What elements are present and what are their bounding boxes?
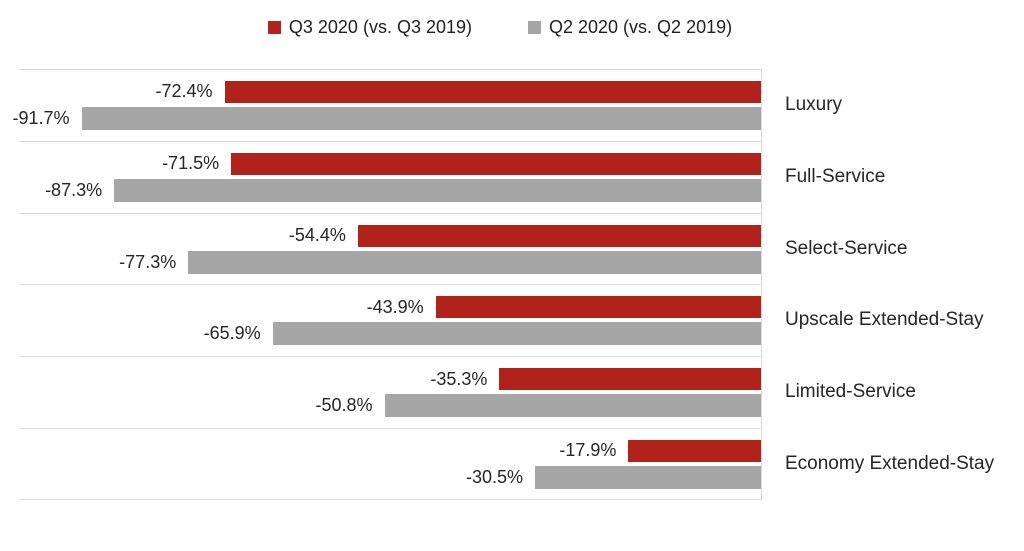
bar-value-label: -72.4% bbox=[155, 81, 213, 102]
bar-q2-2020 bbox=[188, 250, 761, 274]
chart-row: -54.4% -77.3% Select-Service bbox=[20, 212, 1024, 285]
bar-q3-2020 bbox=[357, 224, 761, 247]
bar-value-label: -35.3% bbox=[430, 368, 488, 389]
bar-line: -87.3% bbox=[20, 178, 761, 202]
chart-row: -17.9% -30.5% Economy Extended-Stay bbox=[20, 428, 1024, 500]
bar-line: -17.9% bbox=[20, 439, 761, 462]
bar-q2-2020 bbox=[114, 178, 761, 202]
bar-value-label: -17.9% bbox=[559, 440, 617, 461]
chart-row: -71.5% -87.3% Full-Service bbox=[20, 140, 1024, 213]
plot-cell: -72.4% -91.7% bbox=[12, 69, 762, 141]
category-label: Limited-Service bbox=[785, 381, 916, 403]
category-label: Upscale Extended-Stay bbox=[785, 309, 984, 331]
legend-label-q2-2020: Q2 2020 (vs. Q2 2019) bbox=[549, 17, 733, 37]
plot-cell: -43.9% -65.9% bbox=[20, 284, 762, 357]
legend-swatch-red-icon bbox=[267, 21, 281, 34]
legend-item-q2-2020: Q2 2020 (vs. Q2 2019) bbox=[528, 17, 732, 38]
bar-value-label: -65.9% bbox=[203, 323, 261, 344]
category-label: Economy Extended-Stay bbox=[785, 453, 995, 475]
category-label: Full-Service bbox=[785, 165, 886, 187]
bar-line: -77.3% bbox=[20, 250, 761, 274]
plot-cell: -71.5% -87.3% bbox=[20, 140, 762, 213]
bar-line: -91.7% bbox=[12, 106, 761, 130]
chart-row: -43.9% -65.9% Upscale Extended-Stay bbox=[20, 284, 1024, 357]
plot-cell: -54.4% -77.3% bbox=[20, 212, 762, 285]
bar-value-label: -30.5% bbox=[465, 466, 523, 487]
bar-line: -54.4% bbox=[20, 224, 761, 247]
bar-q2-2020 bbox=[81, 106, 761, 130]
chart-row: -72.4% -91.7% Luxury bbox=[12, 69, 1024, 141]
bar-q2-2020 bbox=[535, 465, 761, 489]
legend-swatch-gray-icon bbox=[528, 21, 541, 34]
bar-value-label: -77.3% bbox=[119, 251, 177, 272]
legend-item-q3-2020: Q3 2020 (vs. Q3 2019) bbox=[267, 17, 472, 38]
bar-line: -30.5% bbox=[20, 465, 761, 489]
plot-area: -72.4% -91.7% Luxury -71.5% -87.3% Full-Servi… bbox=[12, 69, 1024, 500]
bar-q3-2020 bbox=[224, 80, 761, 103]
bar-line: -65.9% bbox=[20, 322, 761, 346]
bar-value-label: -54.4% bbox=[288, 225, 346, 246]
bar-value-label: -43.9% bbox=[366, 296, 424, 317]
chart-row: -35.3% -50.8% Limited-Service bbox=[20, 356, 1024, 429]
bar-q3-2020 bbox=[231, 152, 761, 175]
bar-value-label: -71.5% bbox=[162, 153, 220, 174]
bar-q3-2020 bbox=[499, 368, 761, 391]
plot-cell: -35.3% -50.8% bbox=[20, 356, 762, 429]
bar-q3-2020 bbox=[628, 439, 761, 462]
bar-value-label: -50.8% bbox=[315, 395, 373, 416]
category-label: Select-Service bbox=[785, 237, 908, 259]
bar-line: -50.8% bbox=[20, 394, 761, 418]
bar-line: -35.3% bbox=[20, 368, 761, 391]
bar-line: -71.5% bbox=[20, 152, 761, 175]
category-label: Luxury bbox=[785, 93, 843, 115]
bar-q2-2020 bbox=[384, 394, 761, 418]
legend: Q3 2020 (vs. Q3 2019) Q2 2020 (vs. Q2 20… bbox=[0, 17, 1000, 38]
bar-value-label: -87.3% bbox=[45, 179, 103, 200]
bar-q2-2020 bbox=[272, 322, 761, 346]
bar-value-label: -91.7% bbox=[12, 107, 70, 128]
bar-line: -43.9% bbox=[20, 296, 761, 319]
bar-q3-2020 bbox=[435, 296, 761, 319]
bar-line: -72.4% bbox=[20, 80, 761, 103]
plot-cell: -17.9% -30.5% bbox=[20, 428, 762, 500]
legend-label-q3-2020: Q3 2020 (vs. Q3 2019) bbox=[288, 17, 472, 37]
